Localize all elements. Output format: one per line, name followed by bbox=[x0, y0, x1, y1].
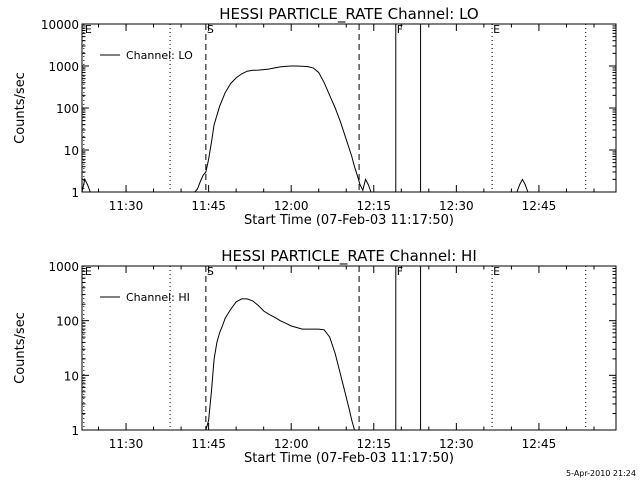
hi-x-tick-label: 11:45 bbox=[191, 437, 226, 451]
lo-y-axis-label: Counts/sec bbox=[13, 72, 28, 144]
hi-y-tick-label: 1 bbox=[71, 424, 79, 438]
lo-x-tick-label: 12:00 bbox=[274, 199, 309, 213]
lo-y-tick-label: 10000 bbox=[41, 18, 79, 32]
lo-x-tick-label: 12:45 bbox=[522, 199, 557, 213]
hi-y-tick-label: 1000 bbox=[48, 260, 79, 274]
lo-series-line bbox=[81, 177, 91, 193]
hi-x-axis-label: Start Time (07-Feb-03 11:17:50) bbox=[244, 451, 454, 466]
lo-event-marker: E bbox=[493, 23, 500, 36]
lo-y-tick-label: 1000 bbox=[48, 60, 79, 74]
lo-x-axis-label: Start Time (07-Feb-03 11:17:50) bbox=[244, 213, 454, 228]
lo-x-tick-label: 11:30 bbox=[109, 199, 144, 213]
hi-x-tick-label: 11:30 bbox=[109, 437, 144, 451]
hi-chart-title: HESSI PARTICLE_RATE Channel: HI bbox=[221, 247, 477, 266]
hi-x-tick-label: 12:15 bbox=[356, 437, 391, 451]
lo-x-tick-label: 11:45 bbox=[191, 199, 226, 213]
hi-y-tick-label: 100 bbox=[56, 315, 79, 329]
hi-legend-label: Channel: HI bbox=[126, 291, 190, 304]
lo-y-tick-label: 1 bbox=[71, 186, 79, 200]
hi-x-tick-label: 12:30 bbox=[439, 437, 474, 451]
lo-chart-title: HESSI PARTICLE_RATE Channel: LO bbox=[219, 5, 478, 24]
lo-event-marker: F bbox=[397, 23, 403, 36]
lo-event-marker: S bbox=[207, 23, 214, 36]
hi-event-marker: F bbox=[397, 265, 403, 278]
lo-series-line bbox=[194, 65, 529, 193]
lo-x-tick-label: 12:15 bbox=[356, 199, 391, 213]
hi-x-tick-label: 12:00 bbox=[274, 437, 309, 451]
hi-event-marker: E bbox=[85, 265, 92, 278]
hi-event-marker: S bbox=[207, 265, 214, 278]
hi-y-axis-label: Counts/sec bbox=[13, 312, 28, 384]
lo-y-tick-label: 10 bbox=[64, 144, 79, 158]
lo-y-tick-label: 100 bbox=[56, 102, 79, 116]
hi-event-marker: E bbox=[493, 265, 500, 278]
hi-series-line bbox=[205, 298, 355, 431]
hi-x-tick-label: 12:45 bbox=[522, 437, 557, 451]
lo-x-tick-label: 12:30 bbox=[439, 199, 474, 213]
plot-timestamp: 5-Apr-2010 21:24 bbox=[566, 469, 636, 478]
hi-plot-frame bbox=[81, 265, 617, 431]
hi-y-tick-label: 10 bbox=[64, 369, 79, 383]
lo-event-marker: E bbox=[85, 23, 92, 36]
lo-panel: HESSI PARTICLE_RATE Channel: LO 1 10 100 100… bbox=[13, 5, 617, 228]
hi-panel: HESSI PARTICLE_RATE Channel: HI 1 10 100 100… bbox=[13, 247, 617, 466]
lo-legend-label: Channel: LO bbox=[126, 49, 193, 62]
